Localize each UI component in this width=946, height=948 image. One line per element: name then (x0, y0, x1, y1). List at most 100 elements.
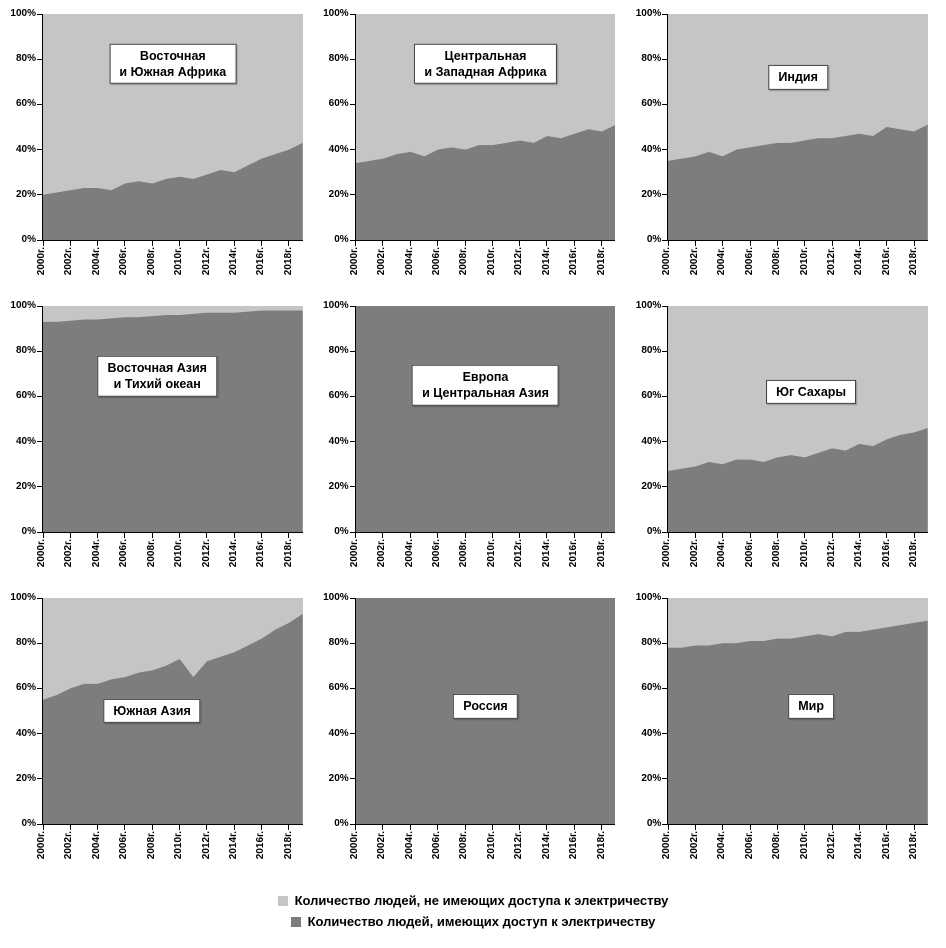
y-axis-tick (662, 350, 668, 352)
x-axis-tick-label: 2002г. (376, 247, 388, 276)
plot-area: Индия (662, 13, 928, 246)
x-axis-tick-label: 2014г. (228, 831, 240, 860)
x-axis-tick-label: 2000г. (661, 247, 673, 276)
x-axis-tick-label: 2010г. (485, 831, 497, 860)
region-label-line: и Центральная Азия (422, 386, 549, 401)
chart-panel: 0% 20% 40% 60% 80% 100% Центральная и Западная … (315, 4, 628, 296)
x-axis-tick (491, 241, 493, 246)
x-axis-tick-label: 2016г. (568, 247, 580, 276)
x-axis-tick-label: 2004г. (716, 831, 728, 860)
x-axis-tick-label: 2018г. (595, 831, 607, 860)
x-axis-tick (42, 825, 44, 830)
y-axis-tick (662, 733, 668, 735)
x-axis-tick-label: 2018г. (282, 247, 294, 276)
x-axis-tick-label: 2018г. (595, 247, 607, 276)
y-axis-tick-label: 20% (328, 188, 349, 200)
y-axis-tick-label: 100% (323, 8, 349, 19)
region-label: Мир (788, 694, 834, 719)
x-axis-tick (519, 825, 521, 830)
chart-panel: 0% 20% 40% 60% 80% 100% Восточная Азия и Тихий … (2, 296, 315, 588)
y-axis-tick (662, 149, 668, 151)
region-label-line: и Южная Африка (119, 64, 227, 79)
region-label: Индия (768, 65, 828, 90)
y-axis-tick (37, 486, 42, 488)
x-axis-tick-label: 2000г. (661, 831, 673, 860)
region-label-line: Индия (778, 70, 818, 85)
y-axis-tick-label: 20% (641, 188, 662, 200)
y-axis-tick (662, 531, 668, 533)
x-axis-tick (749, 825, 751, 830)
x-axis-tick-label: 2002г. (688, 831, 700, 860)
y-axis-tick-label: 20% (328, 480, 349, 492)
y-axis: 0% 20% 40% 60% 80% 100% (627, 9, 665, 245)
y-axis-tick-label: 0% (646, 818, 662, 829)
legend-swatch-access (290, 917, 301, 927)
x-axis-tick (519, 241, 521, 246)
y-axis-tick-label: 60% (641, 98, 662, 110)
x-axis-tick-label: 2004г. (90, 247, 102, 276)
y-axis-tick-label: 40% (641, 143, 662, 155)
region-label: Россия (453, 694, 518, 719)
x-axis-tick-label: 2000г. (36, 539, 47, 568)
y-axis-tick (662, 58, 668, 60)
x-axis: 2000г. 2002г. 2004г. 2006г. 2008г. 2010г. 2012… (36, 244, 303, 296)
y-axis-tick-label: 40% (641, 435, 662, 447)
x-axis-tick (179, 241, 181, 246)
plot-area: Восточная и Южная Африка (37, 13, 303, 246)
y-axis: 0% 20% 40% 60% 80% 100% (315, 301, 353, 537)
y-axis-tick-label: 60% (328, 390, 349, 402)
x-axis-tick-label: 2018г. (908, 831, 920, 860)
y-axis-tick-label: 80% (641, 345, 662, 357)
y-axis-tick (349, 58, 355, 60)
region-label: Европа и Центральная Азия (412, 364, 559, 406)
y-axis-tick (662, 642, 668, 644)
x-axis-tick (437, 241, 439, 246)
x-axis-tick-label: 2006г. (430, 539, 442, 568)
x-axis-tick (722, 825, 724, 830)
x-axis-tick-label: 2012г. (825, 539, 837, 568)
y-axis: 0% 20% 40% 60% 80% 100% (315, 9, 353, 245)
y-axis-tick (37, 441, 42, 443)
x-axis-tick-label: 2012г. (200, 539, 212, 568)
y-axis-tick (349, 486, 355, 488)
y-axis-tick (349, 531, 355, 533)
y-axis-tick (662, 13, 668, 15)
x-axis: 2000г. 2002г. 2004г. 2006г. 2008г. 2010г. 2012… (36, 536, 303, 588)
access-area-series (355, 124, 616, 240)
region-label-line: Южная Азия (113, 703, 191, 718)
region-label: Восточная и Южная Африка (109, 43, 237, 84)
y-axis-tick (37, 58, 42, 60)
y-axis-tick-label: 80% (328, 637, 349, 649)
x-axis-tick-label: 2010г. (173, 539, 185, 568)
x-axis-tick (491, 533, 493, 538)
access-area-series (668, 124, 928, 240)
y-axis-tick-label: 40% (328, 143, 349, 155)
x-axis-tick (233, 241, 235, 246)
y-axis-tick-label: 40% (641, 727, 662, 739)
y-axis-tick (662, 687, 668, 689)
legend: Количество людей, не имеющих доступа к э… (0, 880, 946, 931)
x-axis-tick (151, 533, 153, 538)
y-axis-tick (349, 597, 355, 599)
x-axis-tick-label: 2002г. (63, 247, 75, 276)
x-axis-tick (261, 533, 263, 538)
x-axis-tick-label: 2018г. (282, 539, 294, 568)
x-axis-tick (288, 533, 290, 538)
x-axis-tick (804, 825, 806, 830)
y-axis-tick (349, 305, 355, 307)
x-axis-tick (491, 825, 493, 830)
x-axis-tick-label: 2018г. (595, 539, 607, 568)
x-axis-tick-label: 2012г. (825, 247, 837, 276)
y-axis-tick-label: 20% (15, 480, 36, 492)
y-axis-tick (349, 103, 355, 105)
y-axis-tick-label: 100% (635, 8, 662, 19)
x-axis-tick-label: 2014г. (853, 247, 865, 276)
y-axis-tick-label: 60% (15, 98, 36, 110)
x-axis-tick (519, 533, 521, 538)
x-axis-tick-label: 2016г. (880, 247, 892, 276)
x-axis-tick (831, 825, 833, 830)
x-axis-tick-label: 2002г. (688, 539, 700, 568)
y-axis-tick (37, 597, 42, 599)
x-axis-tick-label: 2008г. (771, 539, 783, 568)
x-axis-tick (859, 533, 861, 538)
